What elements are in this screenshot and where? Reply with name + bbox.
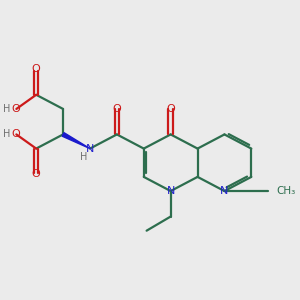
Text: O: O [32, 169, 40, 179]
Text: H: H [3, 129, 10, 140]
Polygon shape [62, 133, 90, 148]
Text: N: N [220, 186, 229, 196]
Text: CH₃: CH₃ [277, 186, 296, 196]
Text: O: O [166, 104, 175, 114]
Text: N: N [167, 186, 175, 196]
Text: O: O [11, 129, 20, 140]
Text: O: O [11, 104, 20, 114]
Text: H: H [3, 104, 10, 114]
Text: O: O [32, 64, 40, 74]
Text: N: N [86, 144, 94, 154]
Text: O: O [112, 104, 121, 114]
Text: H: H [80, 152, 87, 161]
